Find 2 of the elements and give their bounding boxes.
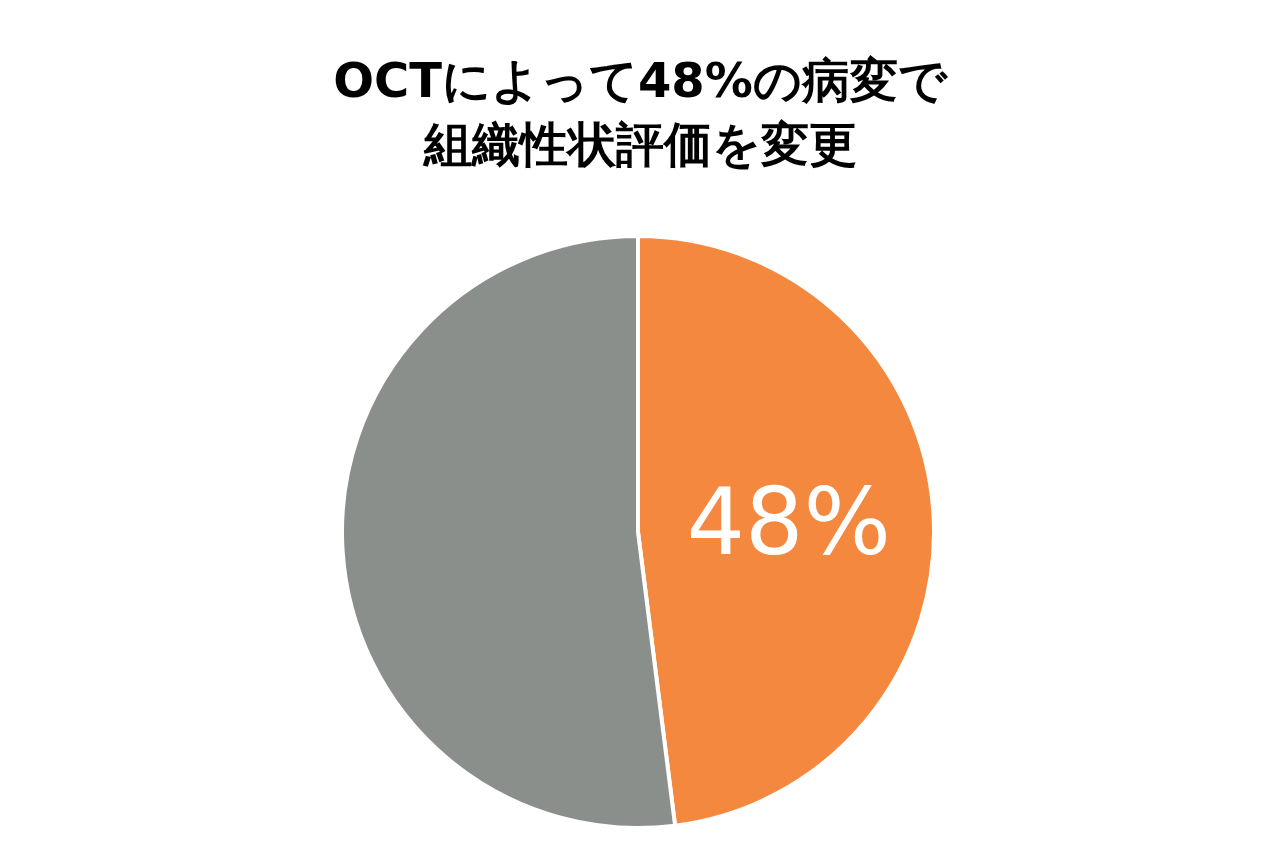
data-label: 48%	[686, 469, 891, 577]
chart-title: OCTによって48%の病変で組織性状評価を変更	[332, 51, 949, 174]
